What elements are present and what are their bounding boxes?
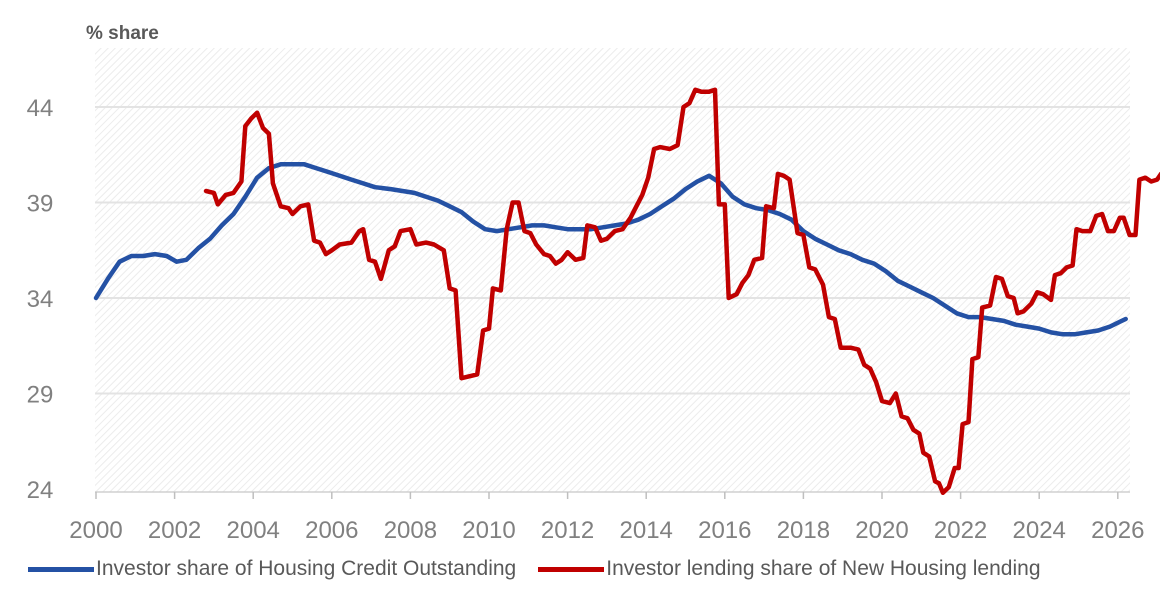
legend-label-credit-outstanding: Investor share of Housing Credit Outstan… [96,557,517,580]
legend-item-new-lending: Investor lending share of New Housing le… [538,557,1041,581]
series-lines [93,87,1160,496]
x-tick-label: 2012 [541,517,594,544]
y-tick-label: 24 [27,477,54,504]
series-line-new-lending [203,87,1160,496]
series-line-credit-outstanding [93,162,1128,337]
plot-area [95,48,1130,492]
y-tick-label: 34 [27,286,54,313]
legend: Investor share of Housing Credit Outstan… [28,557,1041,581]
x-tick-label: 2022 [934,517,987,544]
x-tick-label: 2002 [148,517,201,544]
legend-label-new-lending: Investor lending share of New Housing le… [606,557,1041,580]
x-tick-label: 2026 [1091,517,1144,544]
y-axis-label: % share [86,23,159,44]
x-tick-label: 2024 [1013,517,1066,544]
y-axis-ticks: 24 29 34 39 44 [27,95,54,504]
y-tick-label: 39 [27,191,54,218]
legend-item-credit-outstanding: Investor share of Housing Credit Outstan… [28,557,516,581]
x-tick-label: 2010 [462,517,515,544]
x-tick-label: 2016 [698,517,751,544]
x-tick-label: 2018 [777,517,830,544]
x-axis-ticks: 2000 2002 2004 2006 2008 2010 2012 2014 2016 2018… [69,492,1144,544]
gridlines [95,106,1130,493]
x-tick-label: 2020 [855,517,908,544]
x-tick-label: 2006 [305,517,358,544]
x-tick-label: 2000 [69,517,122,544]
x-tick-label: 2014 [620,517,673,544]
x-tick-label: 2008 [384,517,437,544]
y-tick-label: 29 [27,382,54,409]
legend-swatch-blue [28,566,94,572]
y-tick-label: 44 [27,95,54,122]
legend-swatch-red [538,566,605,572]
x-tick-label: 2004 [227,517,280,544]
